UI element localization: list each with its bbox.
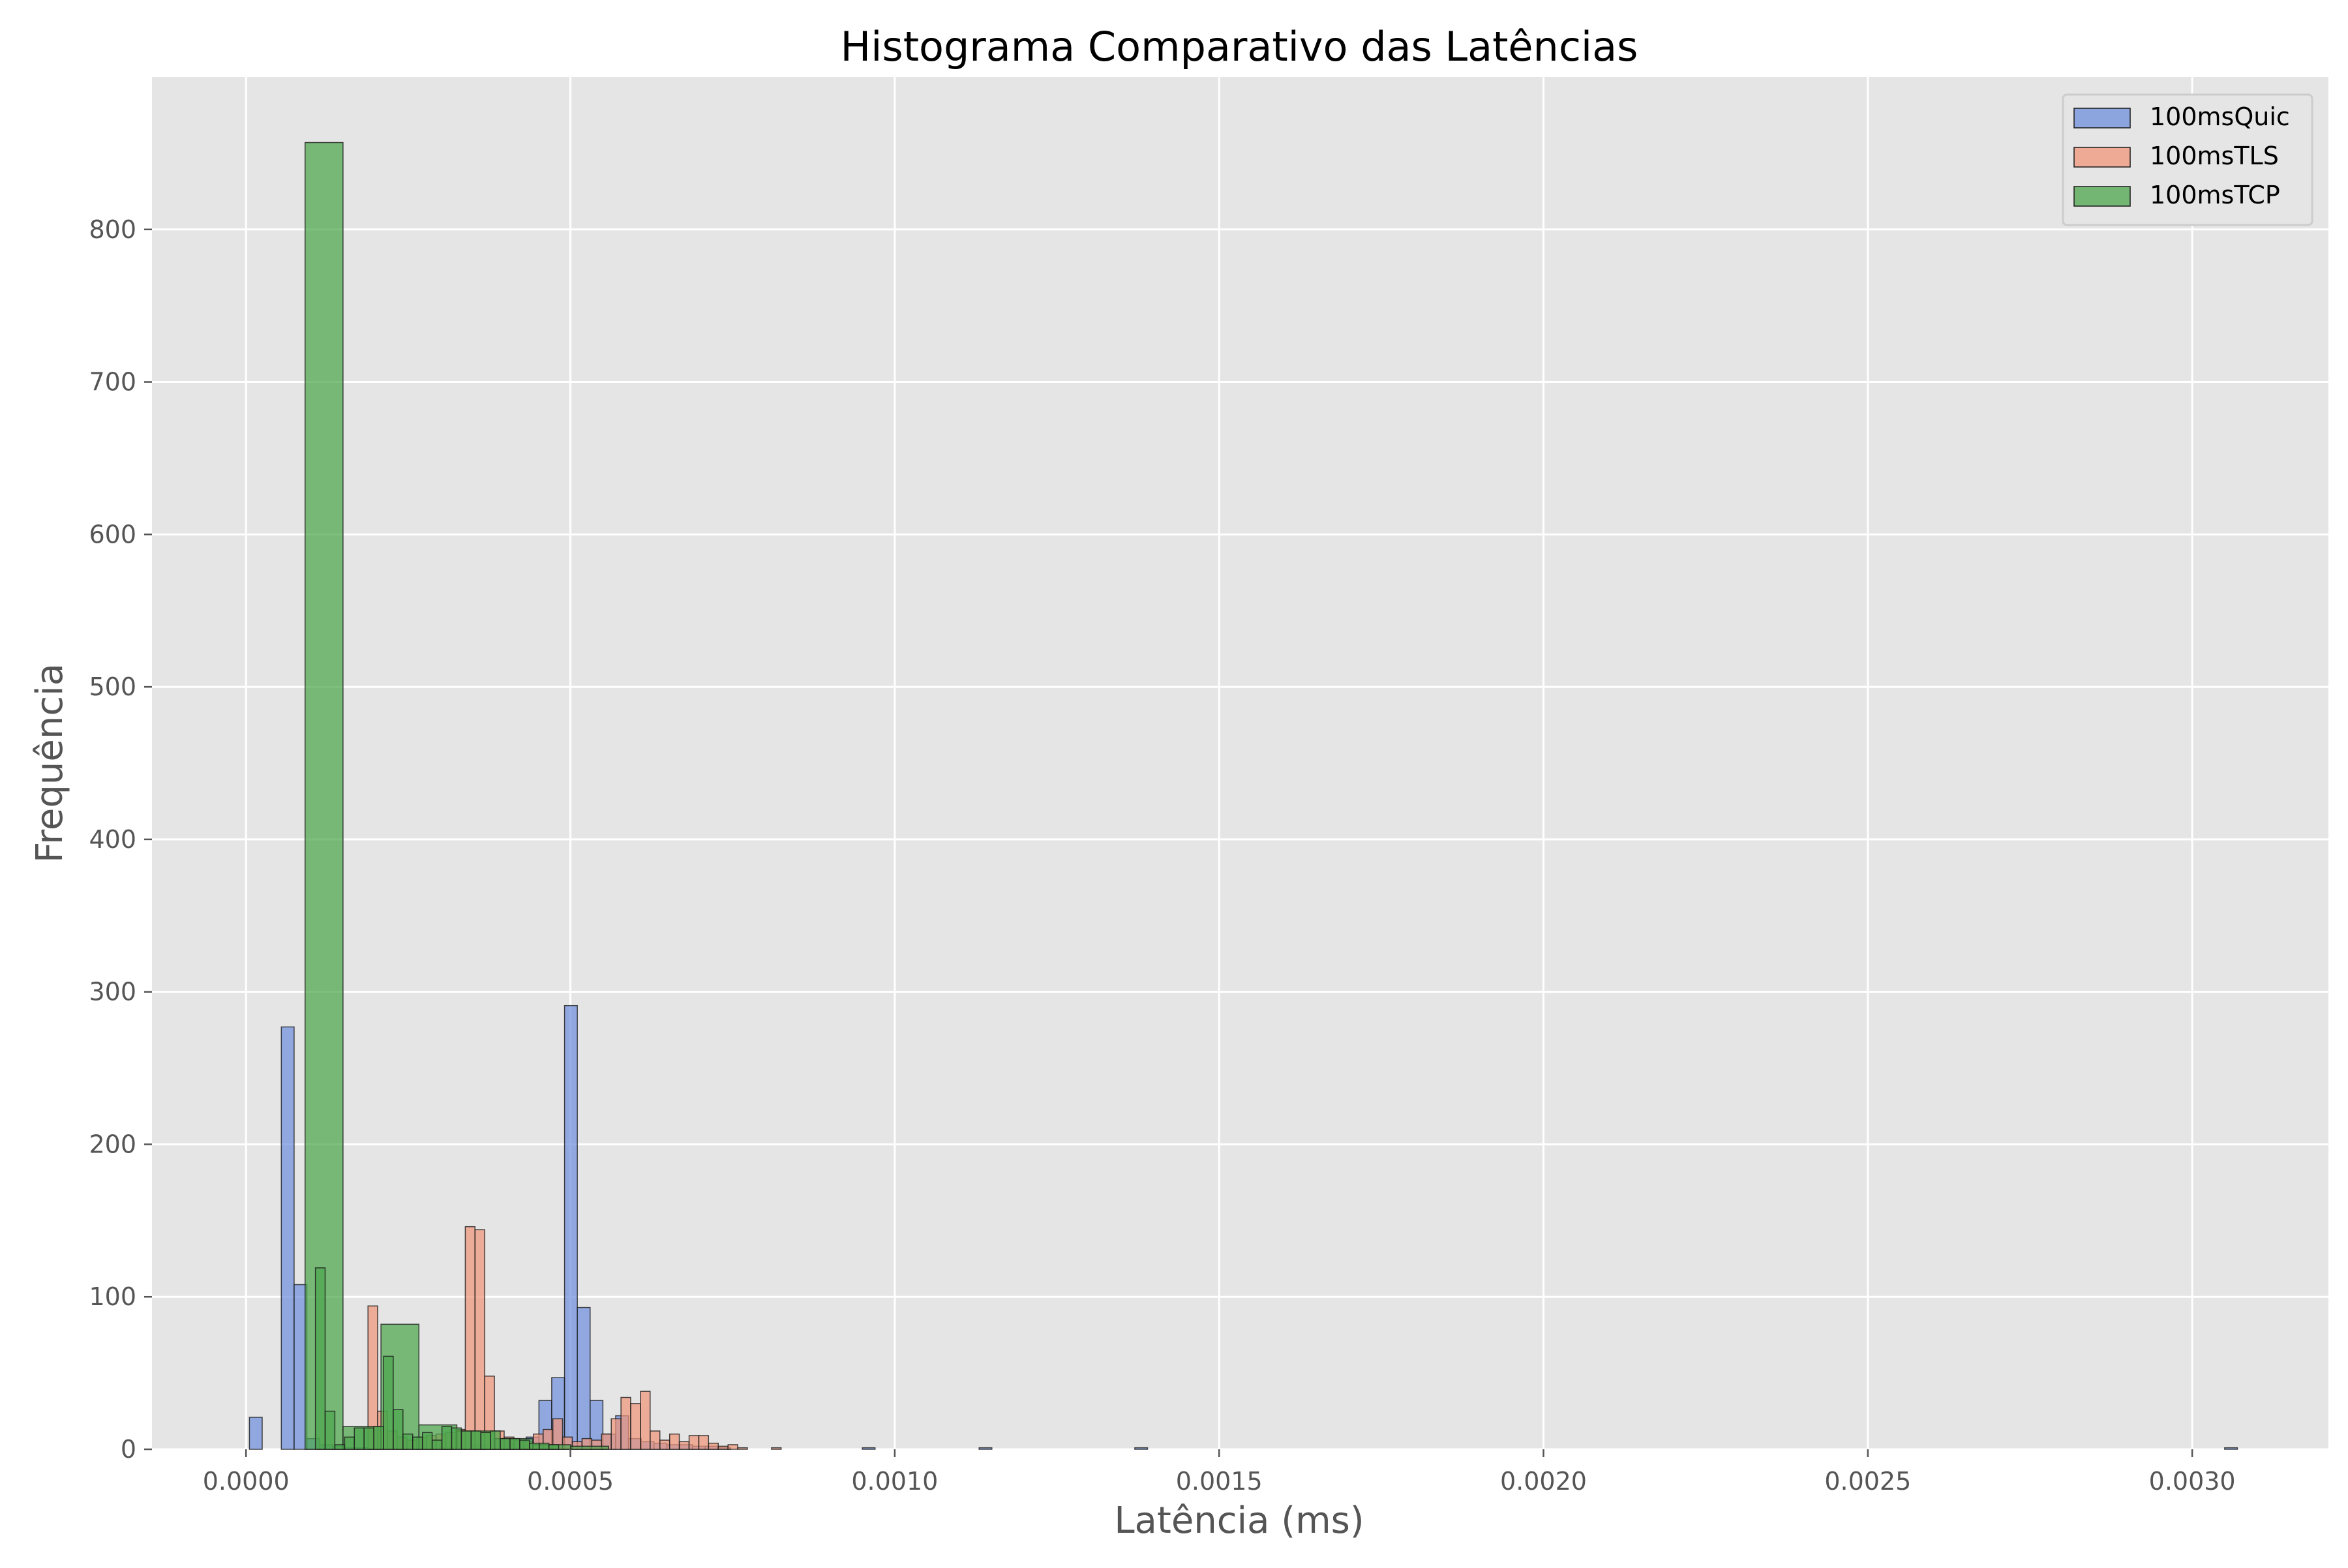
- tls-bar: [610, 1418, 622, 1450]
- axis-ticks: 0.0000 0.0005 0.0010 0.0015 0.0020 0.0025 0.00…: [89, 215, 2235, 1496]
- y-tick-label: 800: [89, 215, 136, 244]
- x-tick-label: 0.0030: [2149, 1467, 2236, 1496]
- tls-bar: [708, 1442, 719, 1450]
- tcp-narrow-bar: [314, 1267, 326, 1450]
- tls-bar: [717, 1445, 729, 1450]
- tcp-narrow-bar: [500, 1438, 511, 1450]
- tcp-narrow-bar: [431, 1440, 443, 1450]
- tls-bar: [650, 1430, 661, 1450]
- tcp-narrow-bar: [422, 1432, 433, 1450]
- tls-bar: [698, 1435, 710, 1450]
- legend-swatch-tcp: [2073, 186, 2131, 207]
- quic-bar: [862, 1447, 876, 1450]
- legend-swatch-quic: [2073, 108, 2131, 128]
- tcp-narrow-bar: [460, 1430, 472, 1450]
- legend-label-quic: 100msQuic: [2150, 102, 2290, 131]
- legend-label-tls: 100msTLS: [2150, 142, 2279, 170]
- y-tick-label: 300: [89, 978, 136, 1006]
- tcp-narrow-bar: [324, 1410, 336, 1450]
- tls-bar: [620, 1396, 631, 1450]
- y-axis-label: Frequência: [29, 663, 71, 863]
- tls-bar: [630, 1403, 641, 1450]
- plot-background: [152, 77, 2328, 1449]
- tls-bar: [669, 1433, 680, 1450]
- tcp-narrow-bar: [470, 1430, 481, 1450]
- quic-bar: [248, 1417, 263, 1450]
- legend: 100msQuic 100msTLS 100msTCP: [2062, 93, 2313, 226]
- x-tick-label: 0.0025: [1824, 1467, 1911, 1496]
- tcp-narrow-bar: [354, 1427, 365, 1450]
- tcp-narrow-bar: [548, 1444, 560, 1450]
- tcp-narrow-bar: [451, 1427, 462, 1450]
- x-tick-label: 0.0020: [1500, 1467, 1587, 1496]
- tcp-narrow-bar: [402, 1433, 414, 1450]
- tls-bar: [688, 1435, 700, 1450]
- tcp-narrow-bar: [334, 1444, 346, 1450]
- tcp-narrow-bar: [441, 1426, 453, 1450]
- tls-bar: [659, 1440, 670, 1450]
- y-tick-label: 0: [121, 1435, 136, 1464]
- quic-bar: [2224, 1447, 2238, 1450]
- quic-bar: [978, 1447, 993, 1450]
- tcp-narrow-bar: [373, 1426, 384, 1450]
- tcp-narrow-bar: [509, 1438, 520, 1450]
- legend-swatch-tls: [2073, 147, 2131, 168]
- tls-bar: [737, 1447, 748, 1450]
- quic-bar: [577, 1306, 591, 1450]
- tls-bar: [771, 1447, 782, 1450]
- tcp-narrow-bar: [412, 1436, 423, 1450]
- tls-bar: [678, 1441, 690, 1450]
- legend-item-tls: 100msTLS: [2073, 142, 2279, 170]
- y-tick-label: 400: [89, 825, 136, 854]
- legend-item-quic: 100msQuic: [2073, 102, 2290, 131]
- histogram-bars: [248, 142, 2238, 1450]
- tls-bar: [727, 1444, 738, 1450]
- tcp-bar: [570, 1445, 609, 1450]
- y-tick-label: 500: [89, 672, 136, 701]
- quic-bar: [280, 1026, 295, 1450]
- y-tick-label: 700: [89, 368, 136, 397]
- tcp-narrow-bar: [363, 1427, 374, 1450]
- tcp-narrow-bar: [490, 1430, 501, 1450]
- x-tick-label: 0.0010: [851, 1467, 938, 1496]
- chart-title: Histograma Comparativo das Latências: [841, 23, 1638, 70]
- legend-label-tcp: 100msTCP: [2150, 181, 2280, 209]
- quic-bar: [1134, 1447, 1149, 1450]
- legend-item-tcp: 100msTCP: [2073, 181, 2280, 209]
- tls-bar: [464, 1226, 475, 1450]
- tcp-narrow-bar: [539, 1442, 550, 1450]
- x-tick-label: 0.0005: [527, 1467, 614, 1496]
- x-tick-label: 0.0000: [203, 1467, 290, 1496]
- tcp-narrow-bar: [519, 1440, 530, 1450]
- tls-bar: [640, 1391, 651, 1450]
- tcp-narrow-bar: [344, 1436, 355, 1450]
- y-tick-label: 200: [89, 1130, 136, 1158]
- tcp-narrow-bar: [393, 1409, 404, 1450]
- quic-bar: [564, 1004, 578, 1450]
- tcp-narrow-bar: [529, 1442, 540, 1450]
- y-tick-label: 600: [89, 520, 136, 549]
- x-tick-label: 0.0015: [1176, 1467, 1263, 1496]
- x-axis-label: Latência (ms): [1114, 1500, 1364, 1542]
- tcp-narrow-bar: [383, 1355, 394, 1450]
- tcp-bar: [304, 142, 344, 1450]
- y-tick-label: 100: [89, 1282, 136, 1311]
- tcp-narrow-bar: [480, 1432, 491, 1450]
- tls-bar: [474, 1229, 485, 1450]
